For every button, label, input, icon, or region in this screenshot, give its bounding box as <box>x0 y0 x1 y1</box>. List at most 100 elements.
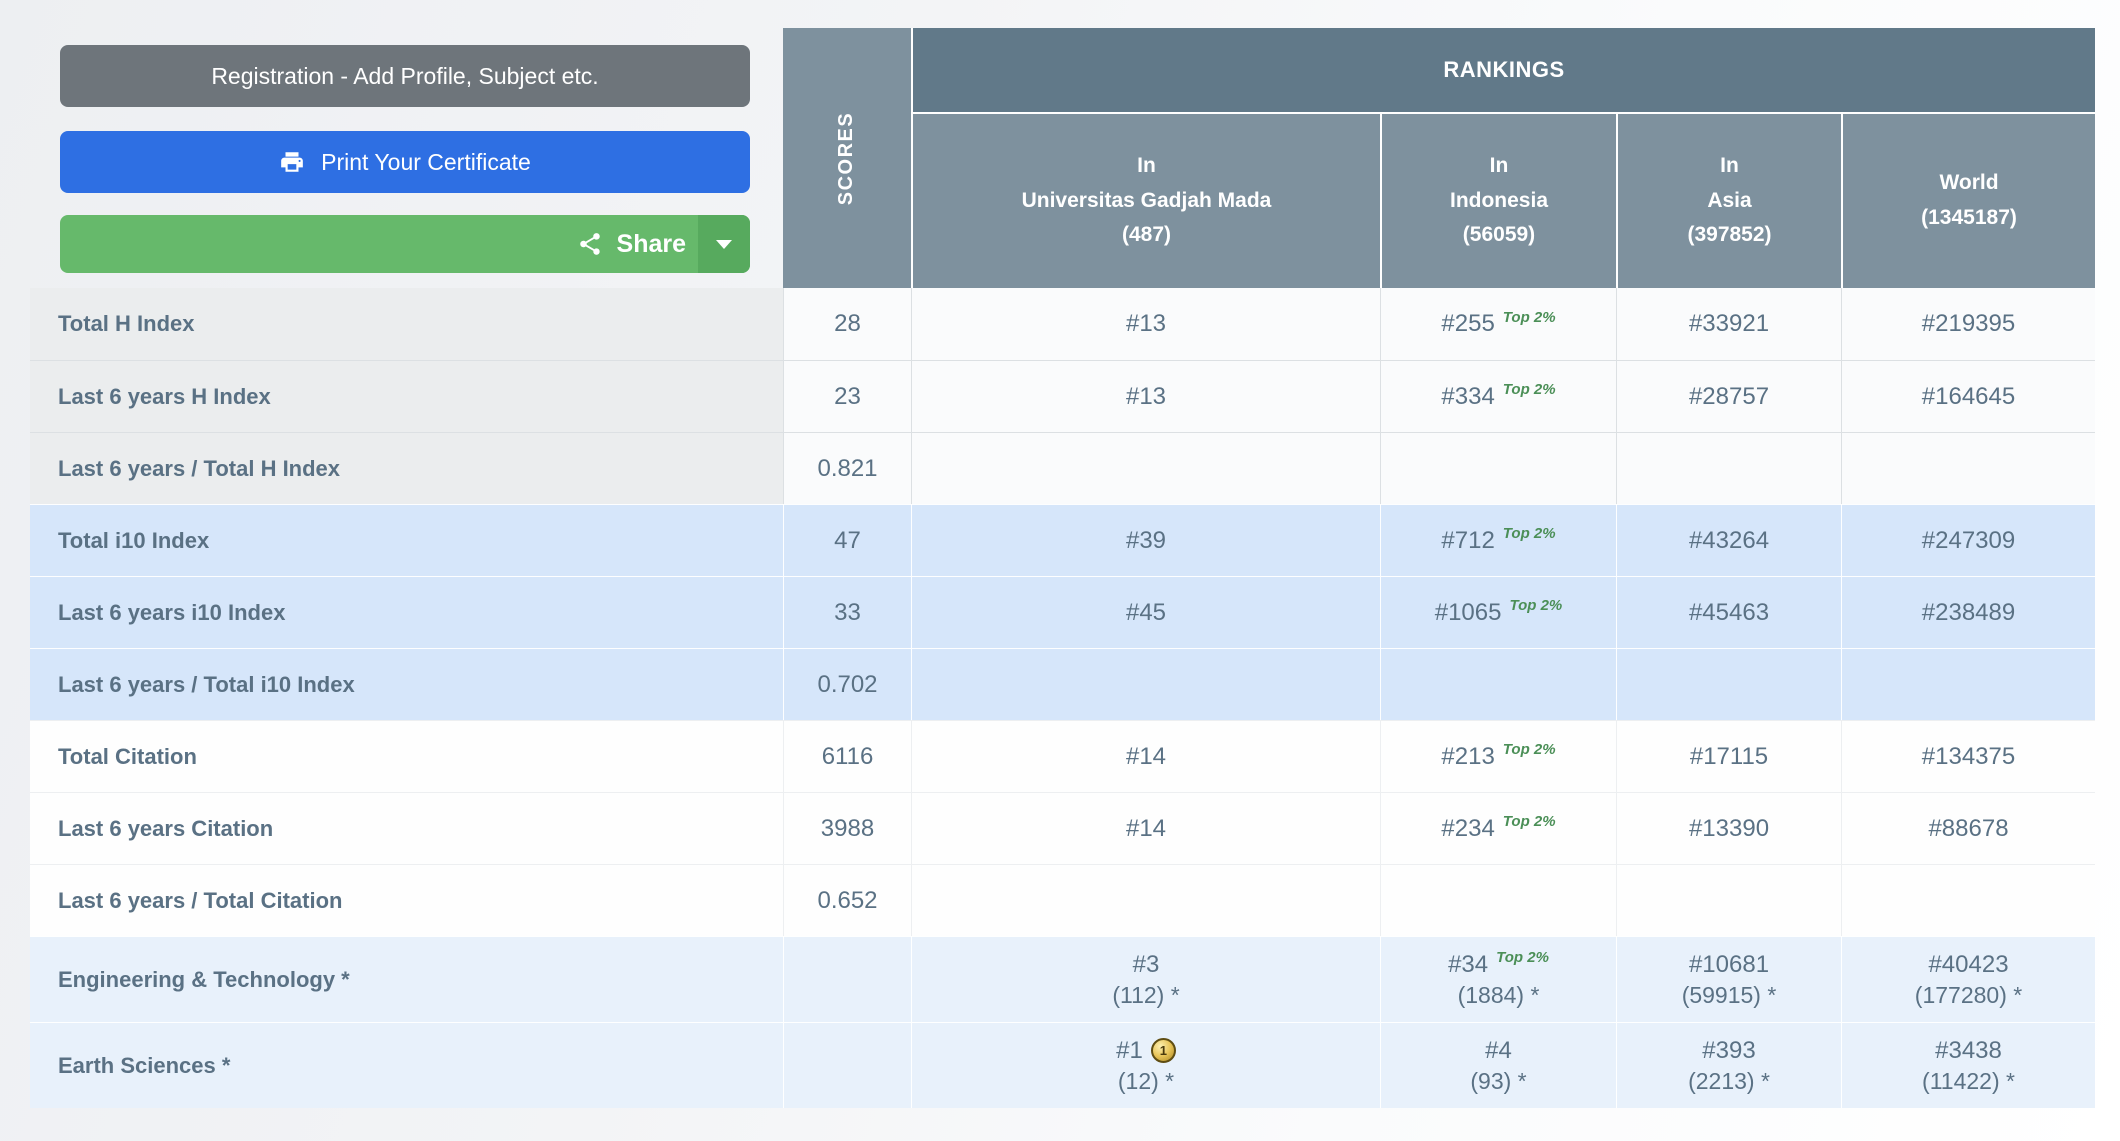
rankings-table: SCORES RANKINGS In Universitas Gadjah Mad… <box>30 28 2095 1108</box>
rank-value: #238489 <box>1921 598 2016 626</box>
score-value <box>783 936 911 1022</box>
rank-value: #28757 <box>1688 382 1770 410</box>
rank-cell-asia: #28757 <box>1616 360 1841 432</box>
rank-cell-asia: #393 (2213) * <box>1616 1022 1841 1108</box>
rank-value: #34 <box>1448 950 1489 978</box>
score-value: 0.821 <box>783 432 911 504</box>
rank-cell-indonesia: #255 Top 2% <box>1380 288 1616 360</box>
row-label: Last 6 years Citation <box>30 792 783 864</box>
rank-value: #33921 <box>1688 310 1770 337</box>
rank-value: #88678 <box>1928 814 2009 842</box>
rank-cell-asia <box>1616 864 1841 936</box>
rank-total: (59915) * <box>1681 981 1777 1008</box>
rank-total: (2213) * <box>1688 1067 1770 1094</box>
rank-cell-indonesia: #213 Top 2% <box>1380 720 1616 792</box>
top-2-percent-badge: Top 2% <box>1496 949 1549 966</box>
registration-button[interactable]: Registration - Add Profile, Subject etc. <box>60 45 750 107</box>
row-label: Last 6 years / Total i10 Index <box>30 648 783 720</box>
rank-value: #39 <box>1125 526 1167 554</box>
rank-cell-world: #238489 <box>1841 576 2095 648</box>
share-dropdown-toggle[interactable] <box>698 215 750 273</box>
score-value: 47 <box>783 504 911 576</box>
rank-cell-world: #40423 (177280) * <box>1841 936 2095 1022</box>
top-2-percent-badge: Top 2% <box>1502 741 1556 758</box>
rank-cell-world <box>1841 864 2095 936</box>
rankings-header-label: RANKINGS <box>1443 57 1565 82</box>
score-value: 33 <box>783 576 911 648</box>
caret-down-icon <box>716 239 732 249</box>
rank-cell-world: #219395 <box>1841 288 2095 360</box>
rank-value: #13390 <box>1688 814 1770 842</box>
action-buttons-panel: Registration - Add Profile, Subject etc.… <box>60 45 750 273</box>
rank-value: #213 <box>1441 742 1495 770</box>
score-value: 0.652 <box>783 864 911 936</box>
row-label: Last 6 years / Total H Index <box>30 432 783 504</box>
rank-cell-indonesia: #4 (93) * <box>1380 1022 1616 1108</box>
rank-cell-indonesia: #234 Top 2% <box>1380 792 1616 864</box>
printer-icon <box>279 149 305 175</box>
rank-cell-university <box>911 648 1380 720</box>
score-value: 23 <box>783 360 911 432</box>
rank-cell-indonesia: #334 Top 2% <box>1380 360 1616 432</box>
rank-value: #393 <box>1702 1036 1756 1064</box>
rank-value: #17115 <box>1689 742 1769 770</box>
share-button[interactable]: Share <box>60 215 750 273</box>
rank-value: #4 <box>1485 1036 1512 1064</box>
rank-value: #43264 <box>1688 526 1770 554</box>
rank-cell-indonesia: #712 Top 2% <box>1380 504 1616 576</box>
print-button-label: Print Your Certificate <box>321 148 531 175</box>
rank-total: (1884) * <box>1457 981 1540 1008</box>
row-label: Earth Sciences * <box>30 1022 783 1108</box>
rank-cell-indonesia <box>1380 864 1616 936</box>
rank-value: #13 <box>1125 382 1167 410</box>
rank-cell-asia <box>1616 432 1841 504</box>
rank-cell-university: #39 <box>911 504 1380 576</box>
rank-value: #45463 <box>1688 598 1770 626</box>
rank-cell-university <box>911 864 1380 936</box>
registration-button-label: Registration - Add Profile, Subject etc. <box>211 62 599 89</box>
scores-column-header: SCORES <box>783 28 911 288</box>
top-2-percent-badge: Top 2% <box>1502 381 1556 398</box>
print-certificate-button[interactable]: Print Your Certificate <box>60 131 750 193</box>
table-row: Total Citation 6116 #14 #213 Top 2% #17115 #13… <box>30 720 2095 792</box>
rank-value: #45 <box>1125 598 1167 626</box>
rank-value: #234 <box>1441 814 1495 842</box>
rank-cell-asia: #45463 <box>1616 576 1841 648</box>
top-2-percent-badge: Top 2% <box>1502 308 1556 326</box>
rank-cell-world: #164645 <box>1841 360 2095 432</box>
rank-value: #3438 <box>1935 1036 2002 1064</box>
rank-value: #134375 <box>1921 742 2016 770</box>
rank-cell-world: #3438 (11422) * <box>1841 1022 2095 1108</box>
row-label: Total H Index <box>30 288 783 360</box>
rank-value: #40423 <box>1928 950 2009 978</box>
rank-total: (112) * <box>1112 981 1180 1008</box>
rank-value: #247309 <box>1921 526 2016 554</box>
table-row: Engineering & Technology * #3 (112) * #34 To… <box>30 936 2095 1022</box>
row-label: Engineering & Technology * <box>30 936 783 1022</box>
share-button-label: Share <box>616 229 686 258</box>
rank-value: #10681 <box>1688 950 1770 978</box>
rank-value: #712 <box>1441 526 1495 554</box>
row-label: Total Citation <box>30 720 783 792</box>
rank-cell-asia: #13390 <box>1616 792 1841 864</box>
score-value: 3988 <box>783 792 911 864</box>
rank-cell-university: #14 <box>911 792 1380 864</box>
rank-value: #1065 <box>1434 598 1502 626</box>
table-body: Total H Index 28 #13 #255 Top 2% #33921 #21939… <box>30 288 2095 1108</box>
rank-value: #14 <box>1125 742 1167 770</box>
table-header: SCORES RANKINGS In Universitas Gadjah Mad… <box>783 28 2095 288</box>
rank-cell-asia <box>1616 648 1841 720</box>
top-2-percent-badge: Top 2% <box>1509 597 1563 614</box>
rank-cell-university: #1 1 (12) * <box>911 1022 1380 1108</box>
top-2-percent-badge: Top 2% <box>1502 525 1556 542</box>
table-row: Last 6 years Citation 3988 #14 #234 Top 2% #1… <box>30 792 2095 864</box>
rank-cell-asia: #17115 <box>1616 720 1841 792</box>
rank-cell-asia: #33921 <box>1616 288 1841 360</box>
table-row: Last 6 years H Index 23 #13 #334 Top 2% #2875… <box>30 360 2095 432</box>
table-row: Total H Index 28 #13 #255 Top 2% #33921 #21939… <box>30 288 2095 360</box>
rank-total: (12) * <box>1117 1067 1175 1094</box>
rank-total: (93) * <box>1470 1067 1527 1094</box>
rank-cell-world <box>1841 648 2095 720</box>
rank-total: (177280) * <box>1914 981 2023 1008</box>
rank-value: #334 <box>1441 382 1495 410</box>
